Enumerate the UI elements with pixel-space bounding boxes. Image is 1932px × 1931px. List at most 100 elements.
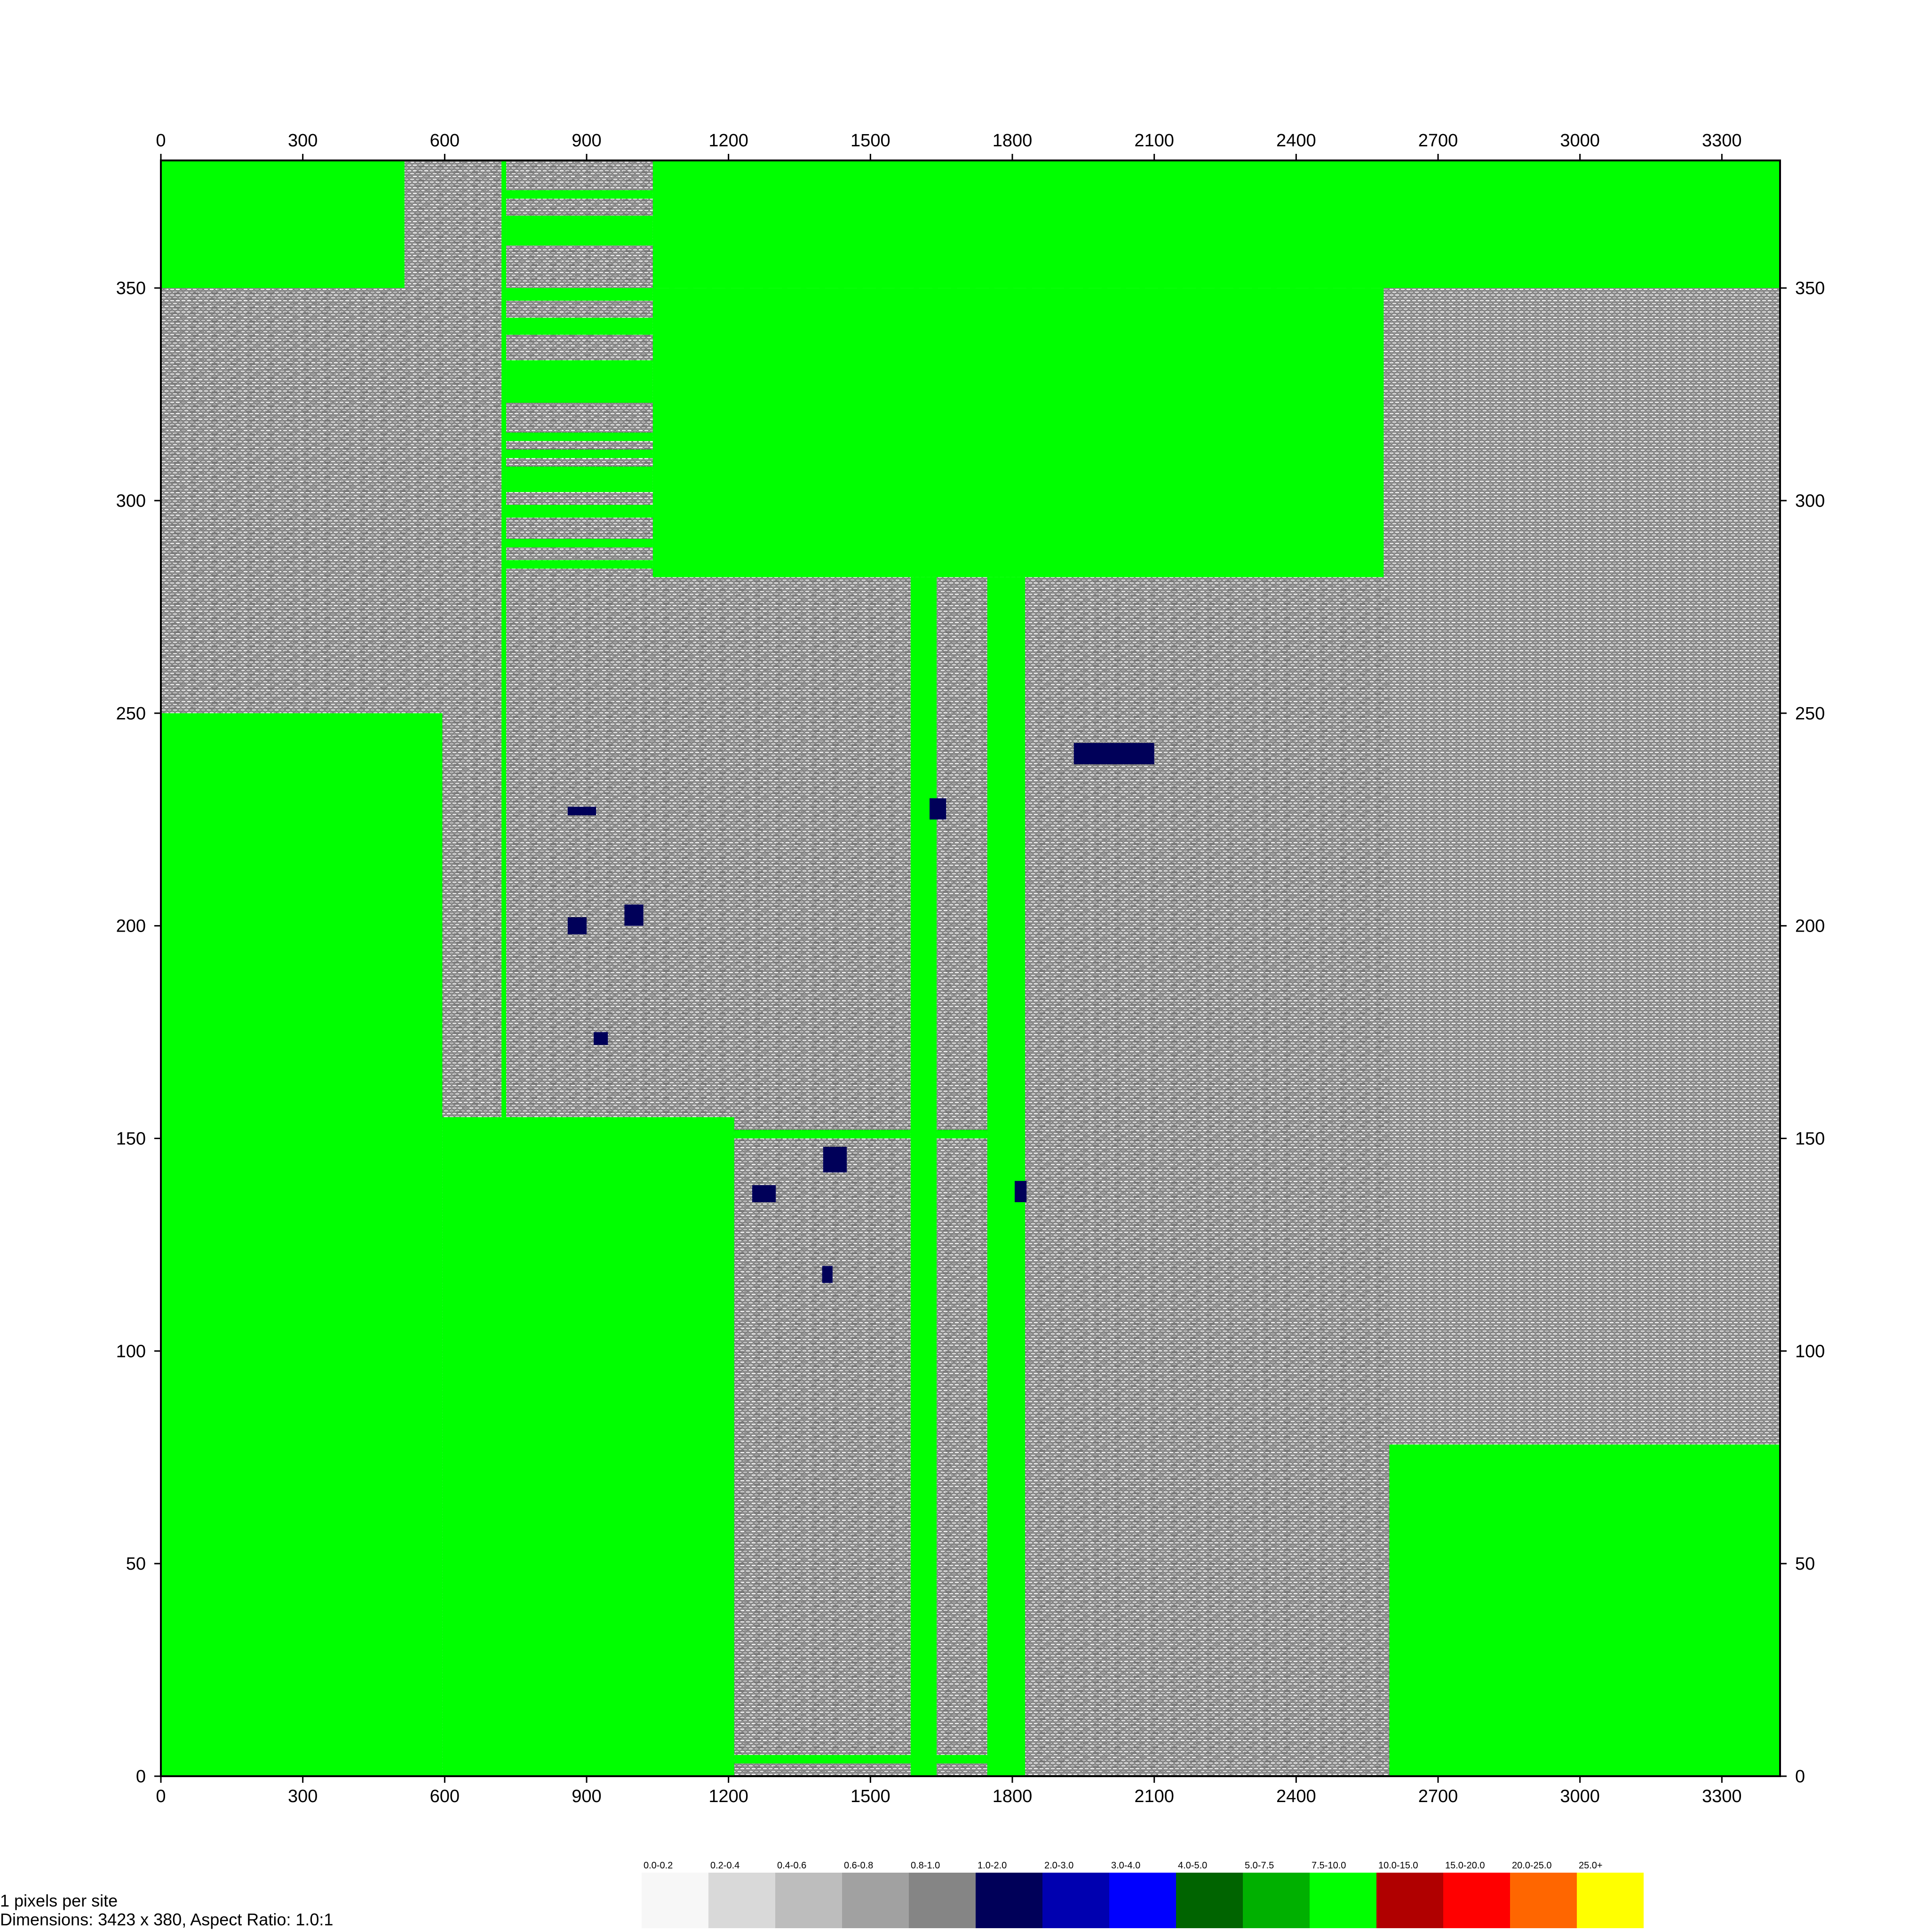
green-region <box>1389 1444 1780 1776</box>
green-region <box>506 190 653 199</box>
legend-swatch <box>1176 1873 1243 1928</box>
x-tick-label-bottom: 1800 <box>993 1787 1033 1806</box>
legend-item: 7.5-10.0 <box>1310 1859 1376 1928</box>
green-region <box>653 288 1384 577</box>
legend-swatch <box>1243 1873 1310 1928</box>
x-tick-label-bottom: 2400 <box>1276 1787 1316 1806</box>
y-tick-label-right: 100 <box>1795 1341 1825 1361</box>
y-tick-label-left: 250 <box>116 704 146 724</box>
legend-swatch <box>1310 1873 1376 1928</box>
y-tick-label-right: 150 <box>1795 1129 1825 1149</box>
green-region <box>506 432 653 441</box>
legend-item: 0.4-0.6 <box>775 1859 842 1928</box>
y-tick-label-right: 250 <box>1795 704 1825 724</box>
x-tick-label-bottom: 3000 <box>1560 1787 1600 1806</box>
legend-swatch <box>1510 1873 1577 1928</box>
legend-label: 1.0-2.0 <box>976 1859 1042 1873</box>
legend-item: 0.0-0.2 <box>642 1859 708 1928</box>
legend-swatch <box>976 1873 1042 1928</box>
dark-spot <box>624 904 643 926</box>
green-region <box>734 1130 911 1138</box>
y-tick-label-left: 200 <box>116 917 146 936</box>
x-tick-label-top: 1800 <box>993 131 1033 151</box>
x-tick-label-top: 2400 <box>1276 131 1316 151</box>
footer-info: 1 pixels per site Dimensions: 3423 x 380… <box>0 1891 333 1929</box>
x-tick-label-top: 1500 <box>851 131 890 151</box>
legend-item: 2.0-3.0 <box>1042 1859 1109 1928</box>
dimensions-text: Dimensions: 3423 x 380, Aspect Ratio: 1.… <box>0 1910 333 1929</box>
legend-swatch <box>642 1873 708 1928</box>
legend-item: 3.0-4.0 <box>1109 1859 1176 1928</box>
legend-swatch <box>1042 1873 1109 1928</box>
green-region <box>506 318 653 335</box>
green-region <box>734 1755 911 1763</box>
legend-label: 7.5-10.0 <box>1310 1859 1376 1873</box>
dark-spot <box>822 1266 833 1283</box>
dark-spot <box>1074 743 1154 764</box>
legend-swatch <box>1577 1873 1644 1928</box>
green-region <box>506 360 653 403</box>
legend-label: 15.0-20.0 <box>1443 1859 1510 1873</box>
x-tick-label-bottom: 3300 <box>1702 1787 1742 1806</box>
green-region <box>506 215 653 245</box>
x-tick-label-bottom: 900 <box>572 1787 601 1806</box>
legend-label: 20.0-25.0 <box>1510 1859 1577 1873</box>
x-tick-label-top: 900 <box>572 131 601 151</box>
green-region <box>506 560 653 568</box>
green-region <box>501 160 506 1117</box>
green-region <box>506 505 653 518</box>
dark-spot <box>752 1185 776 1202</box>
green-region <box>653 160 1780 288</box>
legend-label: 0.2-0.4 <box>708 1859 775 1873</box>
legend-swatch <box>1443 1873 1510 1928</box>
y-tick-label-right: 200 <box>1795 917 1825 936</box>
legend-label: 5.0-7.5 <box>1243 1859 1310 1873</box>
x-tick-label-top: 1200 <box>708 131 748 151</box>
y-tick-label-left: 100 <box>116 1341 146 1361</box>
green-region <box>161 160 405 288</box>
x-tick-label-bottom: 2700 <box>1418 1787 1458 1806</box>
green-region <box>911 577 937 1776</box>
legend-swatch <box>1109 1873 1176 1928</box>
x-tick-label-bottom: 1200 <box>708 1787 748 1806</box>
x-tick-label-bottom: 1500 <box>851 1787 890 1806</box>
wafer-map-chart: 0030030060060090090012001200150015001800… <box>0 0 1932 1835</box>
green-region <box>506 288 653 301</box>
legend-item: 0.6-0.8 <box>842 1859 909 1928</box>
legend-label: 3.0-4.0 <box>1109 1859 1176 1873</box>
legend-item: 20.0-25.0 <box>1510 1859 1577 1928</box>
color-legend: 0.0-0.2 0.2-0.4 0.4-0.6 0.6-0.8 0.8-1.0 1.0-2… <box>642 1859 1644 1928</box>
x-tick-label-bottom: 2100 <box>1134 1787 1174 1806</box>
y-tick-label-right: 350 <box>1795 279 1825 298</box>
green-region <box>506 450 653 458</box>
x-tick-label-bottom: 300 <box>288 1787 318 1806</box>
x-tick-label-top: 3300 <box>1702 131 1742 151</box>
green-region <box>987 577 1025 1776</box>
legend-label: 2.0-3.0 <box>1042 1859 1109 1873</box>
legend-label: 0.8-1.0 <box>909 1859 976 1873</box>
y-tick-label-right: 300 <box>1795 491 1825 511</box>
green-region <box>506 539 653 547</box>
dark-spot <box>823 1147 847 1173</box>
x-tick-label-bottom: 0 <box>156 1787 166 1806</box>
green-region <box>161 713 442 1776</box>
green-region <box>506 467 653 492</box>
pixels-per-site-text: 1 pixels per site <box>0 1891 333 1910</box>
dark-spot <box>930 798 946 820</box>
legend-item: 10.0-15.0 <box>1376 1859 1443 1928</box>
dark-spot <box>568 807 596 815</box>
y-tick-label-right: 50 <box>1795 1554 1815 1574</box>
dark-spot <box>594 1032 608 1045</box>
x-tick-label-top: 2100 <box>1134 131 1174 151</box>
green-region <box>937 1755 987 1763</box>
x-tick-label-top: 2700 <box>1418 131 1458 151</box>
legend-label: 4.0-5.0 <box>1176 1859 1243 1873</box>
legend-swatch <box>775 1873 842 1928</box>
legend-item: 5.0-7.5 <box>1243 1859 1310 1928</box>
x-tick-label-top: 3000 <box>1560 131 1600 151</box>
x-tick-label-top: 0 <box>156 131 166 151</box>
y-tick-label-left: 0 <box>136 1767 146 1787</box>
legend-item: 15.0-20.0 <box>1443 1859 1510 1928</box>
legend-item: 0.2-0.4 <box>708 1859 775 1928</box>
dark-spot <box>1015 1181 1026 1202</box>
